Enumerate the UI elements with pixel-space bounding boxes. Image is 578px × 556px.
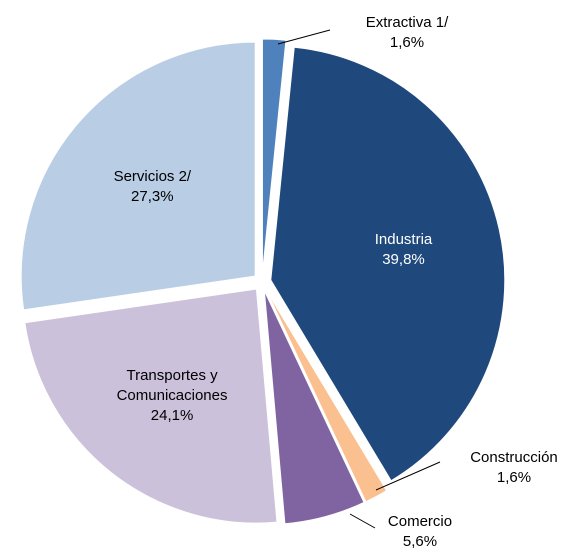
category-label: Comercio: [387, 513, 453, 530]
label-box: Transportes y Comunicaciones 24,1%: [72, 366, 272, 426]
label-box: Extractiva 1/1,6%: [307, 13, 507, 53]
label-box: Comercio 5,6%: [320, 512, 520, 552]
value-label: 5,6%: [402, 533, 438, 550]
category-label: Transportes y Comunicaciones: [116, 366, 228, 404]
leader-line: [349, 513, 376, 529]
category-label: Extractiva 1/: [365, 14, 449, 31]
slice-label: Comercio 5,6%: [320, 512, 520, 552]
leader-line: [277, 29, 331, 45]
value-label: 1,6%: [496, 469, 532, 486]
slice-label: Industria 39,8%: [304, 230, 504, 270]
category-label: Servicios 2/: [113, 168, 192, 186]
value-label: 24,1%: [150, 406, 194, 424]
label-box: Construcción 1,6%: [414, 448, 578, 488]
pie-slice: [265, 289, 388, 503]
category-label: Construcción: [470, 449, 558, 466]
pie-slice: [270, 46, 506, 482]
label-box: Servicios 2/27,3%: [52, 167, 252, 207]
slice-label: Transportes y Comunicaciones 24,1%: [72, 366, 272, 426]
category-label: Industria: [374, 231, 433, 249]
pie-slice: [263, 290, 365, 525]
leader-line: [375, 461, 441, 491]
pie-slice: [24, 288, 278, 524]
slice-label: Construcción 1,6%: [414, 448, 578, 488]
slice-label: Servicios 2/27,3%: [52, 167, 252, 207]
value-label: 1,6%: [389, 34, 425, 51]
label-box: Industria 39,8%: [304, 230, 504, 270]
slice-label: Extractiva 1/1,6%: [307, 13, 507, 53]
pie-slice: [261, 38, 287, 274]
pie-slice: [20, 41, 256, 311]
value-label: 27,3%: [131, 188, 174, 206]
value-label: 39,8%: [382, 251, 425, 269]
